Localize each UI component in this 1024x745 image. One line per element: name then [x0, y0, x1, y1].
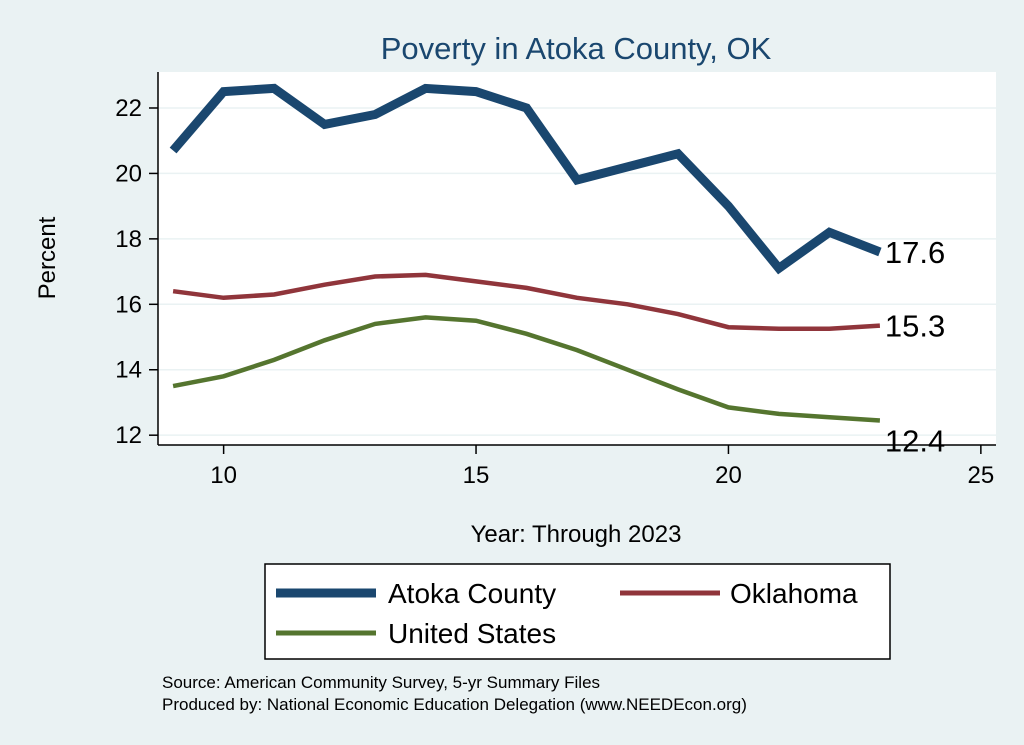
x-tick-label-10: 10 [210, 462, 237, 489]
data-series [169, 83, 882, 423]
legend-label-oklahoma: Oklahoma [730, 578, 858, 609]
y-tick-label-12: 12 [115, 422, 142, 449]
plot-area [158, 72, 996, 445]
end-label-oklahoma: 15.3 [885, 309, 945, 344]
source-note: Source: American Community Survey, 5-yr … [162, 673, 600, 692]
end-label-united-states: 12.4 [885, 423, 945, 458]
legend-label-atoka: Atoka County [388, 578, 556, 609]
end-label-atoka-county: 17.6 [885, 235, 945, 270]
x-tick-label-25: 25 [968, 462, 995, 489]
y-tick-label-20: 20 [115, 160, 142, 187]
end-labels: 12.4 15.3 17.6 [885, 235, 945, 459]
y-tick-label-14: 14 [115, 357, 142, 384]
y-tick-label-18: 18 [115, 226, 142, 253]
x-axis-title: Year: Through 2023 [471, 521, 682, 548]
series-line-oklahoma [172, 272, 881, 332]
series-line-united-states [172, 315, 881, 423]
y-tick-label-22: 22 [115, 95, 142, 122]
y-tick-label-16: 16 [115, 291, 142, 318]
legend-box [264, 563, 891, 660]
x-tick-label-15: 15 [463, 462, 490, 489]
axes: 12 14 16 18 20 22 10 15 20 25 [115, 72, 996, 489]
legend: Atoka County Oklahoma United States [264, 563, 891, 660]
series-line-atoka-county [169, 83, 882, 275]
legend-label-united-states: United States [388, 618, 556, 649]
chart-title: Poverty in Atoka County, OK [381, 31, 772, 66]
x-tick-label-20: 20 [715, 462, 742, 489]
produced-by-note: Produced by: National Economic Education… [162, 695, 747, 714]
y-axis-title: Percent [34, 216, 61, 299]
